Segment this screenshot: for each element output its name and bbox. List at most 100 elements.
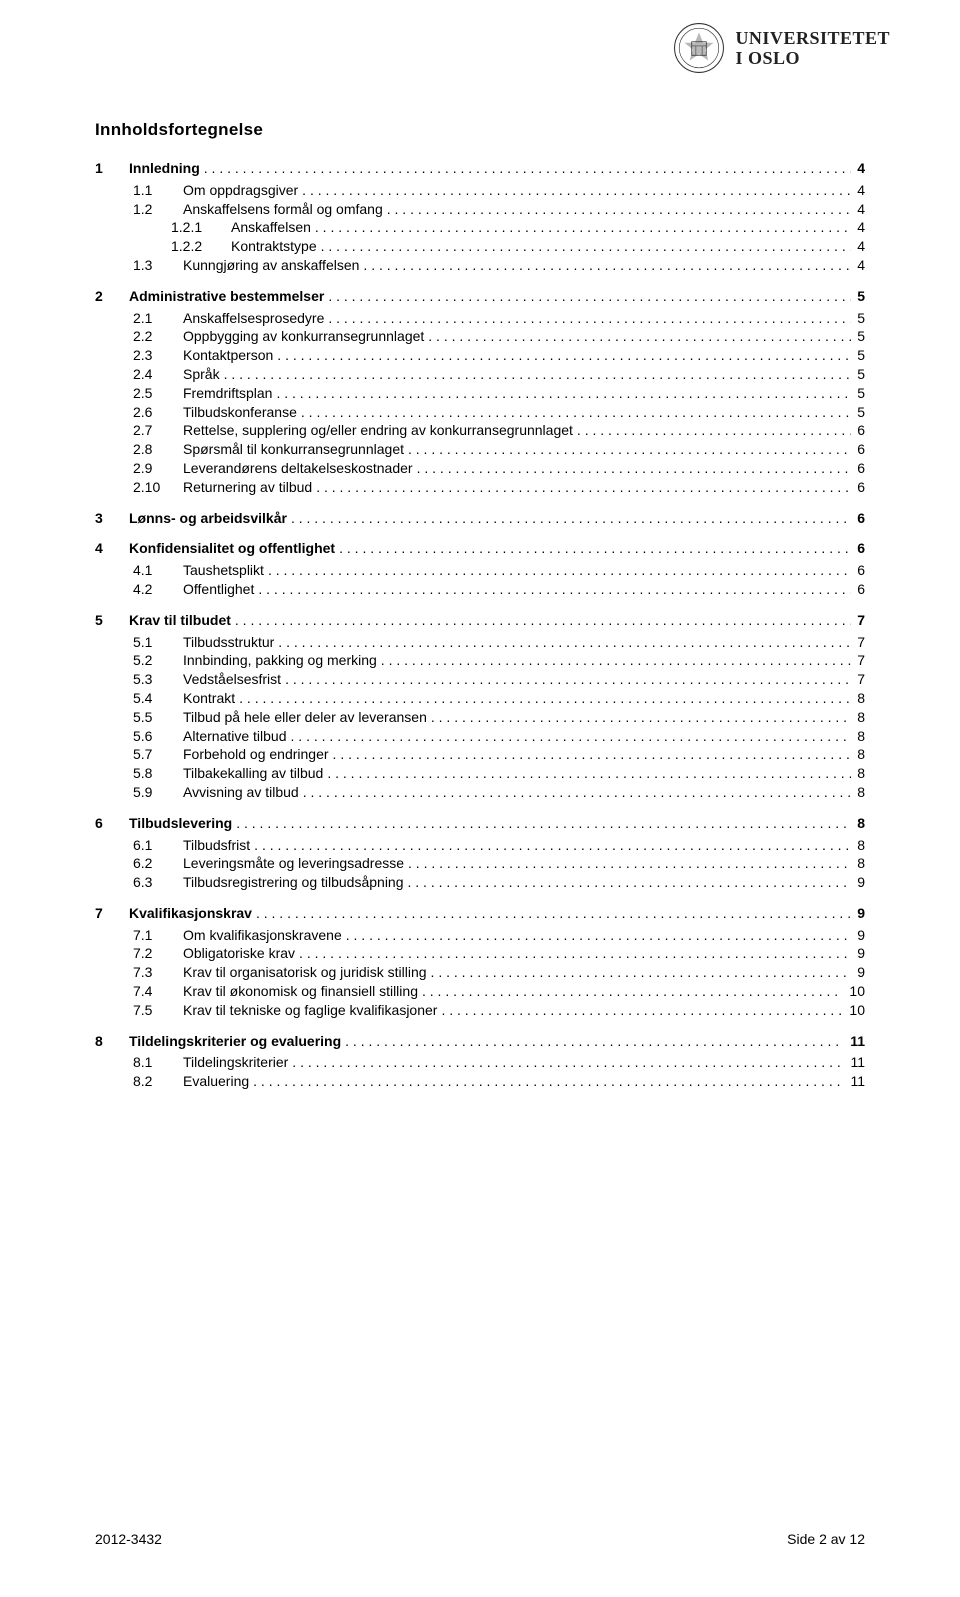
toc-number: 8	[95, 1033, 121, 1050]
toc-label: Kunngjøring av anskaffelsen	[183, 257, 359, 274]
toc-leader-dots	[345, 1033, 844, 1050]
toc-label: Evaluering	[183, 1073, 249, 1090]
toc-label: Tildelingskriterier og evaluering	[129, 1033, 341, 1050]
toc-leader-dots	[339, 540, 851, 557]
toc-leader-dots	[303, 784, 852, 801]
toc-page-number: 7	[857, 634, 865, 651]
toc-leader-dots	[428, 328, 851, 345]
toc-leader-dots	[254, 837, 851, 854]
toc-leader-dots	[577, 422, 851, 439]
toc-label: Rettelse, supplering og/eller endring av…	[183, 422, 573, 439]
toc-entry: 2Administrative bestemmelser5	[95, 288, 865, 305]
toc-page-number: 7	[857, 652, 865, 669]
toc-leader-dots	[408, 441, 851, 458]
university-seal-icon	[673, 22, 725, 74]
toc-number: 2.5	[133, 385, 175, 402]
toc-label: Leverandørens deltakelseskostnader	[183, 460, 413, 477]
toc-number: 1.2.1	[171, 219, 223, 236]
toc-number: 2.10	[133, 479, 175, 496]
toc-page-number: 11	[850, 1054, 865, 1071]
university-name-line2: I OSLO	[735, 48, 890, 68]
toc-entry: 1Innledning4	[95, 160, 865, 177]
toc-page-number: 5	[857, 347, 865, 364]
toc-label: Forbehold og endringer	[183, 746, 329, 763]
toc-leader-dots	[236, 815, 851, 832]
toc-page-number: 4	[857, 257, 865, 274]
toc-entry: 7.5Krav til tekniske og faglige kvalifik…	[133, 1002, 865, 1019]
toc-label: Kontrakt	[183, 690, 235, 707]
toc-page-number: 5	[857, 328, 865, 345]
toc-entry: 5.6Alternative tilbud8	[133, 728, 865, 745]
toc-leader-dots	[291, 728, 852, 745]
toc-number: 2.1	[133, 310, 175, 327]
toc-label: Kontraktstype	[231, 238, 317, 255]
toc-label: Anskaffelsen	[231, 219, 311, 236]
toc-entry: 4.1Taushetsplikt6	[133, 562, 865, 579]
toc-entry: 6.1Tilbudsfrist8	[133, 837, 865, 854]
toc-leader-dots	[276, 385, 851, 402]
toc-page-number: 7	[857, 671, 865, 688]
toc-label: Tilbudsfrist	[183, 837, 250, 854]
footer: 2012-3432 Side 2 av 12	[95, 1531, 865, 1547]
table-of-contents: 1Innledning41.1Om oppdragsgiver41.2Anska…	[95, 160, 865, 1090]
toc-leader-dots	[328, 310, 851, 327]
toc-page-number: 11	[850, 1033, 865, 1050]
toc-page-number: 8	[857, 709, 865, 726]
toc-leader-dots	[381, 652, 851, 669]
toc-label: Innbinding, pakking og merking	[183, 652, 377, 669]
toc-leader-dots	[422, 983, 843, 1000]
toc-number: 5.6	[133, 728, 175, 745]
toc-label: Krav til økonomisk og finansiell stillin…	[183, 983, 418, 1000]
toc-label: Krav til organisatorisk og juridisk stil…	[183, 964, 427, 981]
toc-number: 6	[95, 815, 121, 832]
toc-entry: 1.3Kunngjøring av anskaffelsen4	[133, 257, 865, 274]
toc-label: Administrative bestemmelser	[129, 288, 324, 305]
toc-leader-dots	[258, 581, 851, 598]
toc-leader-dots	[387, 201, 851, 218]
toc-leader-dots	[235, 612, 851, 629]
toc-page-number: 9	[857, 945, 865, 962]
toc-leader-dots	[301, 404, 851, 421]
toc-number: 4.2	[133, 581, 175, 598]
toc-page-number: 10	[849, 983, 865, 1000]
toc-entry: 2.9Leverandørens deltakelseskostnader6	[133, 460, 865, 477]
toc-label: Vedståelsesfrist	[183, 671, 281, 688]
toc-page-number: 6	[857, 510, 865, 527]
toc-leader-dots	[291, 510, 851, 527]
toc-entry: 7.4Krav til økonomisk og finansiell stil…	[133, 983, 865, 1000]
toc-entry: 8.1Tildelingskriterier11	[133, 1054, 865, 1071]
toc-number: 5.8	[133, 765, 175, 782]
toc-leader-dots	[315, 219, 851, 236]
toc-entry: 2.5Fremdriftsplan5	[133, 385, 865, 402]
toc-number: 6.3	[133, 874, 175, 891]
toc-page-number: 8	[857, 837, 865, 854]
toc-number: 5.2	[133, 652, 175, 669]
university-name: UNIVERSITETET I OSLO	[735, 28, 890, 68]
toc-entry: 2.10Returnering av tilbud6	[133, 479, 865, 496]
toc-page-number: 6	[857, 540, 865, 557]
toc-page-number: 9	[857, 905, 865, 922]
toc-label: Alternative tilbud	[183, 728, 287, 745]
toc-label: Krav til tekniske og faglige kvalifikasj…	[183, 1002, 437, 1019]
toc-number: 5.9	[133, 784, 175, 801]
toc-number: 8.1	[133, 1054, 175, 1071]
toc-leader-dots	[268, 562, 851, 579]
toc-page-number: 6	[857, 422, 865, 439]
toc-number: 1.1	[133, 182, 175, 199]
toc-page-number: 6	[857, 460, 865, 477]
toc-entry: 7.1Om kvalifikasjonskravene9	[133, 927, 865, 944]
toc-page-number: 10	[849, 1002, 865, 1019]
toc-entry: 4.2Offentlighet6	[133, 581, 865, 598]
toc-label: Krav til tilbudet	[129, 612, 231, 629]
toc-label: Tilbudslevering	[129, 815, 232, 832]
toc-label: Tilbud på hele eller deler av leveransen	[183, 709, 427, 726]
toc-label: Spørsmål til konkurransegrunnlaget	[183, 441, 404, 458]
toc-number: 7.2	[133, 945, 175, 962]
toc-number: 2.7	[133, 422, 175, 439]
toc-label: Avvisning av tilbud	[183, 784, 299, 801]
toc-label: Kvalifikasjonskrav	[129, 905, 252, 922]
toc-number: 7.3	[133, 964, 175, 981]
header: UNIVERSITETET I OSLO	[673, 18, 890, 78]
toc-number: 5.4	[133, 690, 175, 707]
toc-page-number: 4	[857, 182, 865, 199]
